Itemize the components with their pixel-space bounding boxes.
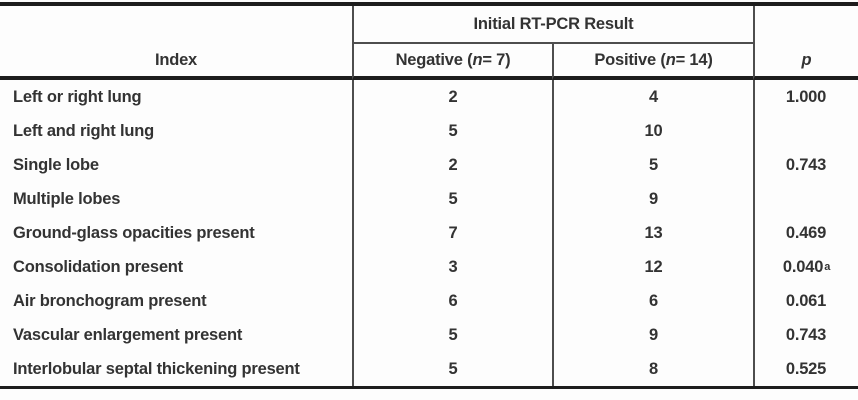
row-label: Air bronchogram present — [13, 291, 207, 310]
negative-header-prefix: Negative ( — [395, 50, 473, 69]
negative-value: 5 — [352, 352, 552, 386]
positive-value: 9 — [552, 182, 753, 216]
row-label: Left and right lung — [13, 121, 155, 140]
row-label: Interlobular septal thickening present — [13, 359, 300, 378]
row-label: Ground-glass opacities present — [13, 223, 255, 242]
positive-value: 8 — [552, 352, 753, 386]
negative-header-suffix: = 7) — [482, 50, 511, 69]
positive-header-n-italic: n — [665, 50, 676, 69]
positive-header-suffix: = 14) — [675, 50, 713, 69]
negative-value: 6 — [352, 284, 552, 318]
positive-header-prefix: Positive ( — [594, 50, 666, 69]
negative-value: 7 — [352, 216, 552, 250]
p-value: 0.040 — [782, 257, 824, 276]
negative-value: 5 — [352, 114, 552, 148]
p-value: 0.469 — [785, 223, 827, 242]
row-label: Vascular enlargement present — [13, 325, 243, 344]
p-value: 0.743 — [785, 155, 827, 174]
p-value-cell — [753, 182, 858, 216]
spanner-header-label: Initial RT-PCR Result — [473, 14, 634, 33]
row-label: Multiple lobes — [13, 189, 121, 208]
spanner-row-index-spacer — [0, 6, 352, 44]
spanner-header-initial-rtpcr-result: Initial RT-PCR Result — [352, 6, 753, 44]
negative-value: 2 — [352, 148, 552, 182]
p-header-label: p — [801, 50, 812, 69]
negative-header-n-italic: n — [472, 50, 483, 69]
positive-value: 12 — [552, 250, 753, 284]
p-value: 0.525 — [785, 359, 827, 378]
negative-value: 2 — [352, 80, 552, 114]
column-header-negative: Negative (n = 7) — [352, 44, 552, 80]
spanner-row-p-spacer — [753, 6, 858, 44]
index-header-label: Index — [154, 50, 198, 69]
p-value: 1.000 — [785, 87, 827, 106]
row-label: Consolidation present — [13, 257, 183, 276]
p-value: 0.743 — [785, 325, 827, 344]
column-header-p: p — [753, 44, 858, 80]
p-value-cell — [753, 114, 858, 148]
rtpcr-findings-table: Initial RT-PCR Result Index Negative (n … — [0, 2, 858, 389]
column-header-index: Index — [0, 44, 352, 80]
p-value-cell: 1.000 — [753, 80, 858, 114]
column-header-positive: Positive (n = 14) — [552, 44, 753, 80]
positive-value: 6 — [552, 284, 753, 318]
positive-value: 9 — [552, 318, 753, 352]
p-value-cell: 0.743 — [753, 318, 858, 352]
p-value-cell: 0.469 — [753, 216, 858, 250]
p-value-cell: 0.525 — [753, 352, 858, 386]
p-value-cell: 0.061 — [753, 284, 858, 318]
row-label: Left or right lung — [13, 87, 142, 106]
negative-value: 3 — [352, 250, 552, 284]
positive-value: 10 — [552, 114, 753, 148]
positive-value: 5 — [552, 148, 753, 182]
negative-value: 5 — [352, 318, 552, 352]
p-value-cell: 0.040 a — [753, 250, 858, 284]
negative-value: 5 — [352, 182, 552, 216]
row-label: Single lobe — [13, 155, 99, 174]
positive-value: 13 — [552, 216, 753, 250]
positive-value: 4 — [552, 80, 753, 114]
p-value-cell: 0.743 — [753, 148, 858, 182]
p-value: 0.061 — [785, 291, 827, 310]
